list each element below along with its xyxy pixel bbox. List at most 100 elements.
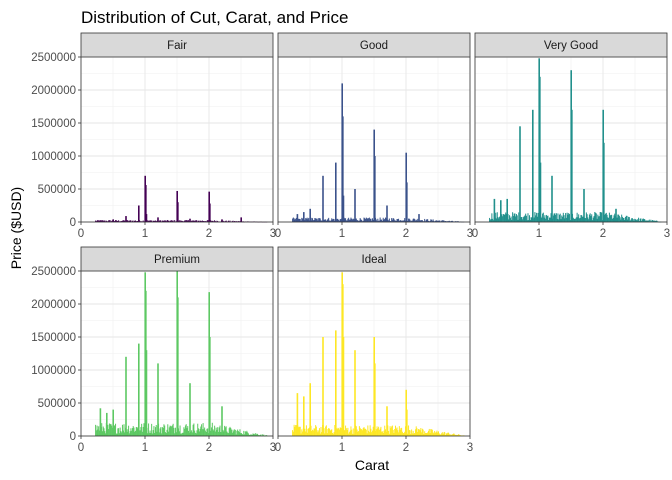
bar [562,212,564,222]
bar [320,220,322,222]
bar [400,428,402,436]
bar [306,217,308,222]
bar [435,432,437,436]
bar [350,426,352,436]
bar [138,343,140,436]
bar [393,218,395,222]
bar [387,425,389,436]
bar [632,219,634,222]
bar [371,430,373,436]
bar [184,428,186,436]
bar [543,217,545,222]
bar [308,217,310,222]
bar [536,216,538,222]
bar [611,214,613,222]
bar [248,435,250,436]
bar [156,220,158,222]
bar [333,432,335,436]
bar [206,428,208,436]
bar [425,220,427,222]
bar [356,429,358,436]
bar [120,221,122,222]
bar [434,432,436,436]
bar [651,221,653,222]
bar [390,221,392,222]
bar [118,220,120,222]
bar [396,427,398,436]
bar [569,220,571,222]
bar [193,423,195,436]
bar [157,363,159,436]
bar [109,220,111,222]
bar [311,431,313,436]
bar [448,433,450,436]
bar [138,205,140,222]
bar [194,220,196,222]
bar [618,214,620,222]
bar [348,433,350,436]
y-tick-label: 2000000 [31,299,76,311]
bar [573,218,575,222]
bar [454,434,456,436]
bar [189,218,191,222]
bar [495,218,497,222]
bar [428,220,430,222]
bar [298,426,300,436]
bar [253,433,255,436]
x-tick-label: 3 [664,228,670,240]
y-tick-label: 1500000 [31,118,76,130]
bar [358,431,360,436]
bar [145,185,147,222]
bar [125,356,127,436]
bar [626,215,628,222]
bar [354,350,356,436]
bar [575,217,577,222]
bar [321,432,323,436]
bar [174,220,176,222]
bar [436,430,438,436]
bar [198,431,200,436]
bar [172,220,174,222]
bar [332,433,334,436]
bar [398,432,400,436]
bar [344,218,346,222]
bar [210,220,212,222]
bar [307,219,309,222]
bar [209,203,211,222]
bar [350,217,352,222]
y-tick-label: 500000 [38,184,76,196]
bar [438,220,440,222]
facets-layer: Fair050000010000001500000200000025000000… [31,32,670,454]
bar [411,433,413,436]
bar [130,428,132,436]
bar [623,217,625,222]
bar [635,219,637,222]
bar [368,432,370,436]
bar [301,429,303,436]
bar [607,217,609,222]
bar [295,218,297,222]
bar [431,219,433,222]
bar [318,218,320,222]
bar [173,427,175,436]
bar [557,213,559,222]
bar [325,426,327,436]
bar [348,432,350,436]
bar [254,434,256,436]
bar [386,406,388,436]
bar [348,217,350,222]
bar [497,217,499,222]
bar [107,424,109,436]
bar [408,218,410,222]
bar [154,427,156,436]
bar [588,219,590,222]
bar [335,162,337,222]
bar [451,434,453,436]
bar [117,428,119,436]
bar [298,218,300,222]
bar [634,218,636,222]
bar [325,425,327,436]
bar [348,219,350,222]
bar [185,220,187,222]
bar [305,431,307,436]
